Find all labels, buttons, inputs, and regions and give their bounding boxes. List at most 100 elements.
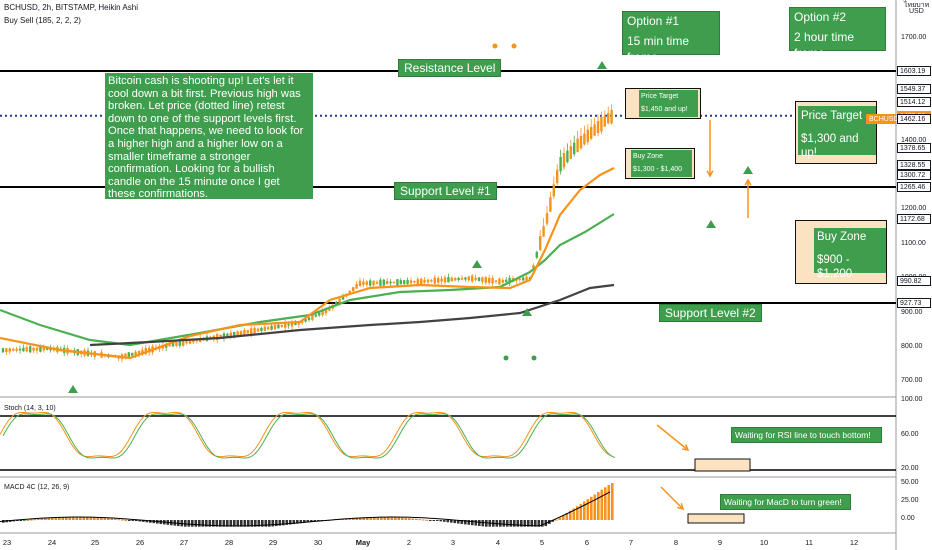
macd-histogram-bar: [33, 519, 37, 521]
candle-body: [586, 129, 589, 143]
macd-histogram-bar: [117, 519, 121, 521]
macd-histogram-bar: [285, 520, 289, 525]
macd-histogram-bar: [100, 517, 103, 520]
macd-histogram-bar: [110, 518, 114, 520]
candle-body: [294, 322, 297, 326]
price-tag: 1462.16: [897, 114, 931, 125]
macd-histogram-bar: [509, 520, 513, 527]
macd-histogram-bar: [82, 517, 86, 520]
candle-body: [460, 277, 464, 280]
candle-body: [522, 277, 525, 281]
price-tick-label: 1700.00: [901, 33, 927, 41]
candle-body: [440, 278, 443, 282]
macd-histogram-bar: [16, 520, 19, 522]
candle-body: [426, 279, 430, 283]
candle-body: [484, 277, 487, 283]
bz-large-title: Buy Zone: [817, 231, 867, 243]
macd-histogram-bar: [219, 520, 222, 527]
macd-histogram-bar: [145, 520, 149, 523]
macd-histogram-bar: [208, 520, 212, 527]
macd-histogram-bar: [205, 520, 208, 527]
macd-histogram-bar: [383, 517, 387, 520]
candle-body: [375, 281, 379, 284]
currency-label[interactable]: USD: [909, 8, 924, 15]
candle-body: [341, 296, 345, 300]
candle-body: [137, 350, 141, 355]
macd-histogram-bar: [212, 520, 215, 527]
candle-body: [593, 124, 596, 136]
candle-body: [246, 330, 249, 334]
macd-histogram-bar: [257, 520, 261, 527]
price-tag: 1328.55: [897, 160, 931, 171]
macd-histogram-bar: [275, 520, 278, 527]
macd-histogram-bar: [79, 517, 82, 520]
option2-sub: 2 hour time frame: [794, 30, 855, 60]
stoch-tick-label: 20.00: [901, 465, 919, 472]
price-tick-label: 800.00: [901, 342, 923, 350]
candle-body: [430, 280, 433, 282]
candle-body: [423, 279, 426, 283]
macd-histogram-bar: [355, 517, 359, 520]
macd-histogram-bar: [467, 520, 471, 525]
candle-body: [188, 339, 192, 344]
buy-signal-marker: [68, 385, 78, 393]
candle-body: [542, 226, 545, 237]
candle-body: [454, 277, 457, 281]
candle-body: [12, 348, 15, 351]
candle-body: [498, 278, 501, 285]
x-tick-label: 24: [47, 538, 57, 547]
macd-histogram-bar: [317, 520, 320, 522]
candle-body: [124, 353, 127, 359]
candle-body: [552, 184, 555, 197]
candle-body: [556, 169, 559, 184]
price-tick-label: 700.00: [901, 377, 923, 385]
candle-body: [260, 327, 263, 331]
macd-histogram-bar: [233, 520, 236, 527]
candle-body: [603, 115, 606, 127]
candle-body: [559, 156, 562, 172]
candle-body: [481, 277, 484, 282]
macd-histogram-bar: [453, 520, 457, 524]
candle-body: [566, 150, 569, 163]
option1-box: Option #1 15 min time frame: [622, 11, 720, 64]
macd-histogram-bar: [296, 520, 299, 524]
macd-histogram-bar: [124, 519, 128, 521]
candle-body: [382, 279, 385, 286]
candle-body: [318, 312, 321, 316]
macd-histogram-bar: [408, 518, 411, 520]
option1-sub: 15 min time frame: [627, 34, 690, 64]
candle-body: [321, 309, 324, 316]
candle-body: [253, 327, 256, 334]
ticker-tag: BCHUSD: [866, 114, 899, 124]
macd-histogram-bar: [590, 496, 593, 520]
macd-histogram-bar: [30, 519, 33, 521]
price-tag: 990.82: [897, 276, 931, 287]
candle-body: [314, 314, 317, 317]
x-tick-label: 10: [759, 538, 769, 547]
macd-histogram-bar: [194, 520, 198, 527]
macd-histogram-bar: [44, 518, 47, 520]
macd-histogram-bar: [513, 520, 516, 527]
candle-body: [474, 277, 477, 280]
macd-histogram-bar: [229, 520, 233, 527]
macd-histogram-bar: [96, 517, 100, 520]
macd-histogram-bar: [401, 517, 404, 520]
x-tick-label: 2: [406, 538, 412, 547]
macd-arrow: [660, 486, 684, 510]
pt-large-title: Price Target: [801, 110, 863, 122]
candle-body: [25, 347, 28, 352]
buy-zone-large-box: Buy Zone $900 - $1,200: [795, 220, 887, 284]
sell-dot-marker: [492, 43, 498, 49]
macd-histogram-bar: [40, 518, 44, 520]
macd-tick-label: 0.00: [901, 515, 915, 522]
macd-histogram-bar: [61, 517, 65, 520]
stoch-label: Stoch (14, 3, 10): [4, 405, 56, 412]
candle-body: [488, 277, 491, 283]
macd-histogram-bar: [600, 489, 604, 520]
resistance-label: Resistance Level: [398, 59, 502, 77]
candle-body: [355, 283, 358, 289]
candle-body: [233, 332, 236, 337]
candle-body: [46, 347, 49, 350]
candle-body: [409, 280, 413, 284]
macd-histogram-bar: [478, 520, 481, 526]
